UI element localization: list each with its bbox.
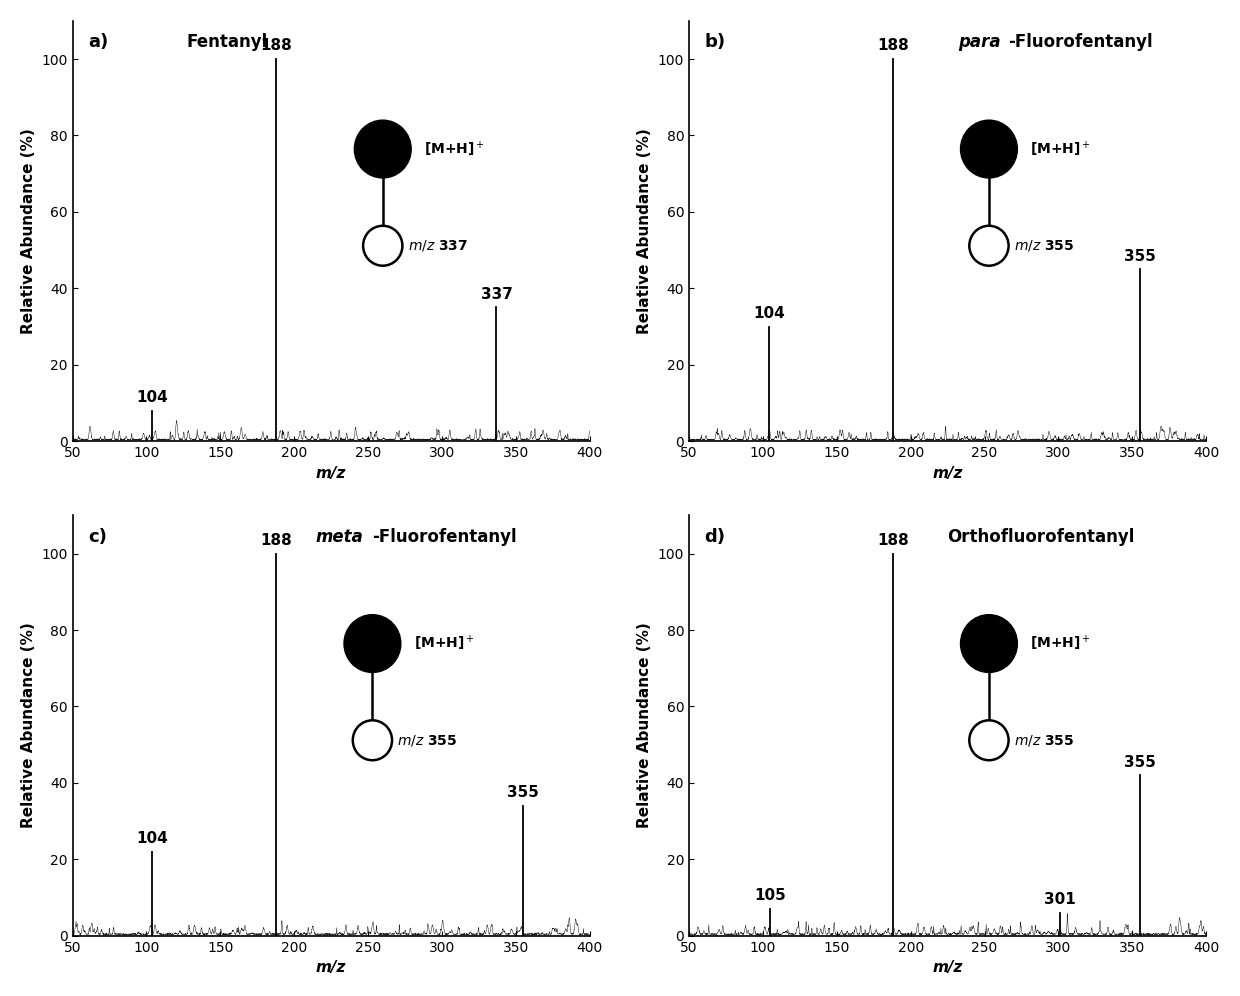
Text: para: para	[959, 34, 1001, 52]
Text: Orthofluorofentanyl: Orthofluorofentanyl	[947, 528, 1135, 546]
Ellipse shape	[355, 121, 412, 178]
Ellipse shape	[352, 720, 392, 760]
Text: $\it{m/z}$ 355: $\it{m/z}$ 355	[397, 733, 458, 748]
Ellipse shape	[363, 226, 403, 266]
Text: -Fluorofentanyl: -Fluorofentanyl	[1008, 34, 1153, 52]
Ellipse shape	[970, 720, 1008, 760]
X-axis label: m/z: m/z	[932, 960, 962, 975]
Y-axis label: Relative Abundance (%): Relative Abundance (%)	[637, 622, 652, 829]
Text: 355: 355	[1123, 755, 1156, 770]
Text: 188: 188	[877, 533, 909, 548]
Text: Fentanyl: Fentanyl	[186, 34, 268, 52]
Y-axis label: Relative Abundance (%): Relative Abundance (%)	[21, 128, 36, 334]
Text: $\it{m/z}$ 355: $\it{m/z}$ 355	[1014, 238, 1074, 253]
Text: 104: 104	[753, 306, 785, 321]
Y-axis label: Relative Abundance (%): Relative Abundance (%)	[21, 622, 36, 829]
Ellipse shape	[961, 615, 1017, 672]
X-axis label: m/z: m/z	[932, 466, 962, 481]
Text: a): a)	[88, 34, 108, 52]
Text: 337: 337	[481, 287, 512, 302]
Text: 188: 188	[260, 533, 293, 548]
Text: 104: 104	[136, 831, 169, 846]
Text: 355: 355	[507, 785, 539, 800]
Text: meta: meta	[315, 528, 363, 546]
Ellipse shape	[343, 615, 401, 672]
Y-axis label: Relative Abundance (%): Relative Abundance (%)	[637, 128, 652, 334]
Text: d): d)	[704, 528, 725, 546]
Text: 188: 188	[260, 38, 293, 54]
Text: $\it{m/z}$ 337: $\it{m/z}$ 337	[408, 238, 467, 253]
Text: 188: 188	[877, 38, 909, 54]
Text: 301: 301	[1044, 892, 1076, 907]
Text: 104: 104	[136, 389, 169, 405]
Text: 105: 105	[754, 888, 786, 903]
Text: [M+H]$^+$: [M+H]$^+$	[1030, 633, 1091, 653]
Ellipse shape	[970, 226, 1008, 266]
Text: 355: 355	[1123, 249, 1156, 264]
X-axis label: m/z: m/z	[316, 466, 346, 481]
Text: [M+H]$^+$: [M+H]$^+$	[414, 633, 475, 653]
Text: b): b)	[704, 34, 725, 52]
Text: [M+H]$^+$: [M+H]$^+$	[1030, 139, 1091, 158]
Text: $\it{m/z}$ 355: $\it{m/z}$ 355	[1014, 733, 1074, 748]
Text: -Fluorofentanyl: -Fluorofentanyl	[372, 528, 517, 546]
X-axis label: m/z: m/z	[316, 960, 346, 975]
Ellipse shape	[961, 121, 1017, 178]
Text: [M+H]$^+$: [M+H]$^+$	[424, 139, 485, 158]
Text: c): c)	[88, 528, 107, 546]
